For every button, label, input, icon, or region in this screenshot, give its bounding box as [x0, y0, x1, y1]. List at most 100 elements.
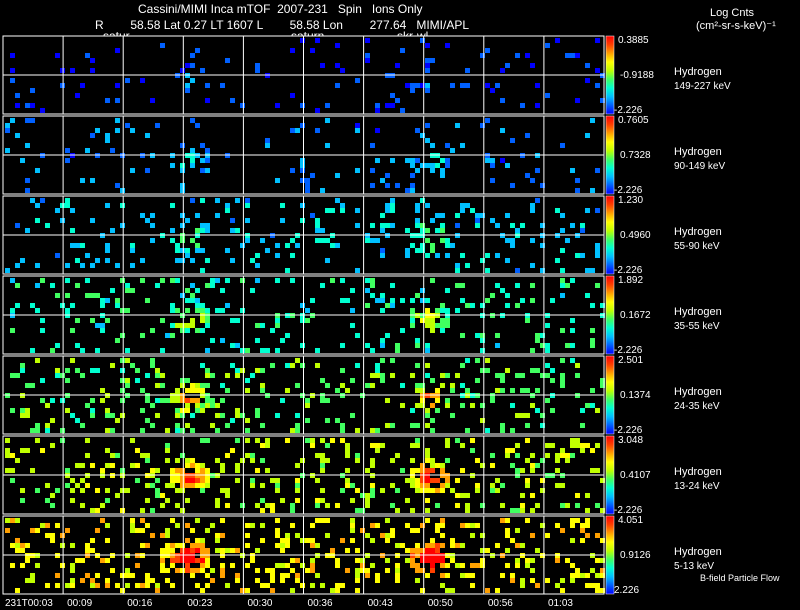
heatmap-pixel: [410, 323, 415, 328]
heatmap-pixel: [220, 568, 225, 573]
heatmap-pixel: [515, 283, 520, 288]
heatmap-pixel: [460, 143, 465, 148]
heatmap-pixel: [155, 398, 160, 403]
heatmap-pixel: [395, 563, 400, 568]
heatmap-pixel: [425, 83, 430, 88]
heatmap-pixel: [160, 568, 165, 573]
heatmap-pixel: [515, 468, 520, 473]
heatmap-pixel: [495, 478, 500, 483]
heatmap-pixel: [410, 158, 415, 163]
heatmap-pixel: [190, 293, 195, 298]
heatmap-pixel: [200, 168, 205, 173]
heatmap-pixel: [115, 183, 120, 188]
heatmap-pixel: [270, 363, 275, 368]
heatmap-pixel: [580, 528, 585, 533]
heatmap-pixel: [395, 63, 400, 68]
heatmap-pixel: [280, 218, 285, 223]
heatmap-pixel: [330, 548, 335, 553]
heatmap-pixel: [490, 178, 495, 183]
heatmap-pixel: [300, 38, 305, 43]
heatmap-pixel: [450, 543, 455, 548]
heatmap-pixel: [320, 398, 325, 403]
heatmap-pixel: [60, 303, 65, 308]
heatmap-pixel: [400, 403, 405, 408]
heatmap-pixel: [30, 303, 35, 308]
heatmap-pixel: [325, 118, 330, 123]
heatmap-pixel: [155, 383, 160, 388]
heatmap-pixel: [190, 63, 195, 68]
heatmap-pixel: [95, 258, 100, 263]
heatmap-pixel: [295, 243, 300, 248]
heatmap-pixel: [10, 408, 15, 413]
heatmap-pixel: [255, 263, 260, 268]
heatmap-pixel: [540, 343, 545, 348]
heatmap-pixel: [35, 563, 40, 568]
heatmap-pixel: [530, 493, 535, 498]
heatmap-pixel: [20, 448, 25, 453]
heatmap-pixel: [385, 398, 390, 403]
heatmap-pixel: [280, 203, 285, 208]
heatmap-pixel: [115, 263, 120, 268]
heatmap-pixel: [210, 373, 215, 378]
heatmap-pixel: [410, 163, 415, 168]
heatmap-pixel: [315, 453, 320, 458]
heatmap-pixel: [350, 528, 355, 533]
heatmap-pixel: [425, 163, 430, 168]
heatmap-pixel: [270, 578, 275, 583]
heatmap-pixel: [230, 343, 235, 348]
heatmap-pixel: [535, 408, 540, 413]
heatmap-pixel: [85, 53, 90, 58]
heatmap-pixel: [105, 318, 110, 323]
heatmap-pixel: [315, 478, 320, 483]
heatmap-pixel: [110, 363, 115, 368]
panel-species-label: Hydrogen: [674, 306, 722, 318]
heatmap-pixel: [435, 398, 440, 403]
heatmap-pixel: [170, 543, 175, 548]
heatmap-pixel: [440, 213, 445, 218]
heatmap-pixel: [230, 218, 235, 223]
heatmap-pixel: [425, 238, 430, 243]
heatmap-pixel: [320, 453, 325, 458]
heatmap-pixel: [245, 588, 250, 593]
heatmap-pixel: [110, 463, 115, 468]
heatmap-pixel: [535, 83, 540, 88]
heatmap-pixel: [410, 408, 415, 413]
heatmap-pixel: [415, 548, 420, 553]
heatmap-pixel: [430, 538, 435, 543]
heatmap-pixel: [35, 283, 40, 288]
heatmap-pixel: [550, 408, 555, 413]
heatmap-pixel: [385, 568, 390, 573]
panel-6-colorbar: [605, 515, 615, 595]
heatmap-pixel: [415, 443, 420, 448]
colorbar-max-label: 0.3885: [618, 35, 649, 46]
heatmap-pixel: [185, 548, 190, 553]
heatmap-pixel: [470, 523, 475, 528]
heatmap-pixel: [115, 303, 120, 308]
heatmap-pixel: [345, 483, 350, 488]
panel-0-frame: [2, 35, 605, 115]
heatmap-pixel: [320, 498, 325, 503]
heatmap-pixel: [250, 373, 255, 378]
heatmap-pixel: [365, 58, 370, 63]
heatmap-pixel: [380, 298, 385, 303]
heatmap-pixel: [420, 478, 425, 483]
heatmap-pixel: [180, 238, 185, 243]
heatmap-pixel: [385, 208, 390, 213]
heatmap-pixel: [60, 203, 65, 208]
heatmap-pixel: [465, 358, 470, 363]
heatmap-pixel: [340, 383, 345, 388]
heatmap-pixel: [45, 533, 50, 538]
heatmap-pixel: [430, 168, 435, 173]
heatmap-pixel: [190, 548, 195, 553]
heatmap-pixel: [525, 423, 530, 428]
heatmap-pixel: [420, 83, 425, 88]
heatmap-pixel: [480, 418, 485, 423]
heatmap-pixel: [560, 278, 565, 283]
heatmap-pixel: [300, 318, 305, 323]
heatmap-pixel: [105, 523, 110, 528]
heatmap-pixel: [515, 543, 520, 548]
heatmap-pixel: [590, 468, 595, 473]
heatmap-pixel: [495, 388, 500, 393]
heatmap-pixel: [215, 533, 220, 538]
heatmap-pixel: [390, 483, 395, 488]
